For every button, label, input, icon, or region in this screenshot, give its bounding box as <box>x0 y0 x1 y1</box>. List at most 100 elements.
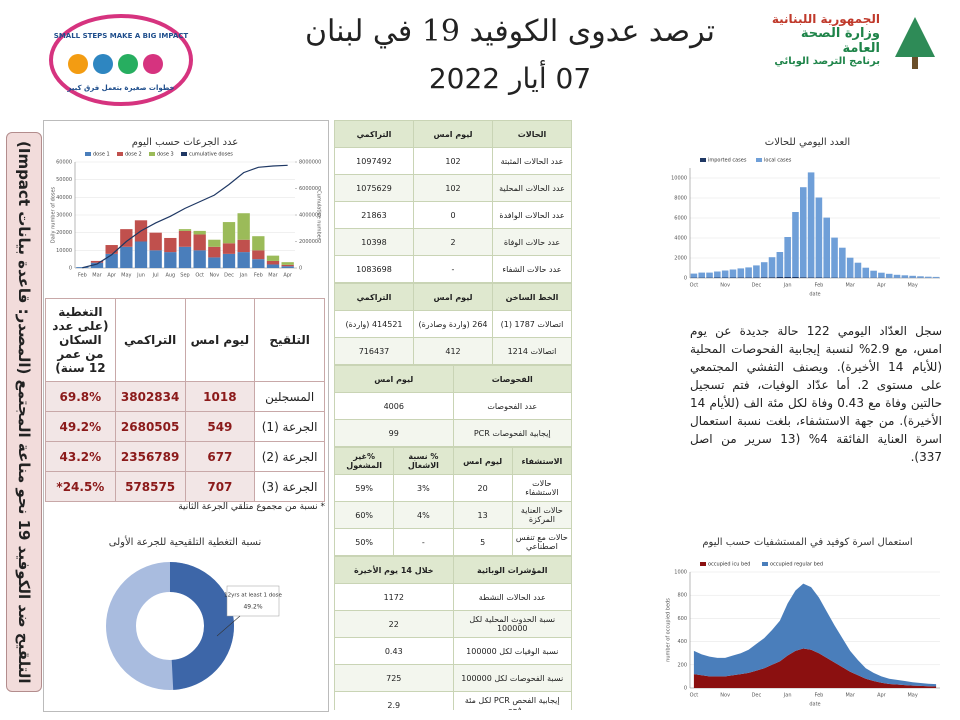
cell: عدد الحالات الوافدة <box>492 201 572 229</box>
line <box>82 164 288 269</box>
legend-swatch <box>700 562 706 566</box>
bar <box>932 276 940 278</box>
org-line: برنامج الترصد الوبائي <box>774 56 880 67</box>
y-tick-label: 200 <box>677 662 687 668</box>
bar <box>760 262 768 278</box>
header-cell: الحالات <box>492 120 572 148</box>
cell: عدد الحالات النشطة <box>452 583 572 611</box>
cell: عدد الفحوصات <box>452 392 572 420</box>
bar <box>222 243 236 254</box>
header-cell: %غير المشغول <box>334 447 395 475</box>
campaign-en: SMALL STEPS MAKE A BIG IMPACT <box>54 32 189 40</box>
section: الاستشفاء ليوم امس% نسبة الاشغال %غير المش… <box>334 447 572 556</box>
y2-tick-label: 4000000 <box>299 213 321 219</box>
cell: - <box>413 255 493 283</box>
bar <box>745 277 752 278</box>
header-cell: التراكمي <box>334 283 414 311</box>
bar <box>815 197 823 278</box>
bar <box>745 267 752 278</box>
cell: 1083698 <box>334 255 414 283</box>
bar <box>721 270 729 278</box>
bar <box>281 266 294 268</box>
legend-label: cumulative doses <box>189 152 233 158</box>
y-tick-label: 60000 <box>56 160 72 166</box>
cedar <box>895 17 935 57</box>
x-tick-label: Oct <box>690 693 699 699</box>
y2-tick-label: 6000000 <box>299 186 321 192</box>
legend-label: imported cases <box>708 158 747 164</box>
cell: الجرعة (2) <box>254 441 325 472</box>
x-tick-label: Nov <box>720 283 730 289</box>
x-tick-label: Mar <box>845 693 855 699</box>
bar <box>178 229 192 231</box>
x-tick-label: May <box>907 283 917 289</box>
header-cell: % نسبة الاشغال <box>393 447 454 475</box>
cell: 60% <box>334 501 395 529</box>
report-date: 07 أيار 2022 <box>428 62 592 95</box>
bar <box>714 271 721 278</box>
bar <box>901 275 909 278</box>
cell: 10398 <box>334 228 414 256</box>
bar <box>252 236 265 251</box>
header-cell: التراكمي <box>114 298 186 382</box>
header-cell: ليوم امس <box>413 283 493 311</box>
legend-swatch <box>117 152 123 156</box>
cell: 1097492 <box>334 147 414 175</box>
row: نسبة الفحوصات لكل 100000 725 <box>334 664 572 692</box>
cell: 50% <box>334 528 395 556</box>
header-row: الفحوصات ليوم امس <box>334 365 572 393</box>
bar <box>737 277 745 278</box>
x-tick-label: May <box>907 693 917 699</box>
cell: نسبة الفحوصات لكل 100000 <box>452 664 572 692</box>
cedar-logo <box>895 17 935 69</box>
section: الخط الساخن ليوم امس التراكمي اتصالات 1787 … <box>334 283 572 365</box>
cell: 707 <box>184 471 256 502</box>
logo-dot <box>93 54 113 74</box>
donut-label: 12yrs at least 1 dose <box>224 593 282 599</box>
chart-title: نسبة التغطية التلقيحية للجرعة الأولى <box>109 535 261 548</box>
bar <box>149 232 162 251</box>
cell: حالات الاستشفاء <box>511 474 572 502</box>
row: الجرعة (2) 677 2356789 43.2% <box>45 441 325 472</box>
cell: عدد الحالات المحلية <box>492 174 572 202</box>
bar <box>784 237 791 277</box>
area <box>693 648 937 688</box>
y-tick-label: 1000 <box>674 570 687 576</box>
x-tick-label: Feb <box>254 273 263 279</box>
row: الجرعة (1) 549 2680505 49.2% <box>45 411 325 442</box>
bar <box>729 277 737 278</box>
bar <box>105 253 118 268</box>
cell: 0.43 <box>334 637 454 665</box>
cell: 24.5%* <box>45 471 116 502</box>
chart-title: استعمال اسرة كوفيد في المستشفيات حسب الي… <box>702 537 912 548</box>
donut-slice <box>169 562 234 690</box>
bar <box>164 237 177 253</box>
x-tick-label: Apr <box>877 693 887 699</box>
row: عدد الحالات المثبتة 102 1097492 <box>334 147 572 175</box>
y-tick-label: 0 <box>69 266 72 272</box>
header-cell: التغطية (على عدد السكان من عمر 12 سنة) <box>45 298 116 382</box>
bar <box>729 269 737 278</box>
cell: حالات مع تنفس اصطناعي <box>511 528 572 556</box>
header-cell: خلال 14 يوم الأخيرة <box>334 556 454 584</box>
legend-swatch <box>85 152 91 156</box>
row: المسجلين 1018 3802834 69.8% <box>45 381 325 412</box>
x-tick-label: Oct <box>690 283 699 289</box>
legend-label: occupied regular bed <box>770 562 823 568</box>
bar <box>893 274 901 278</box>
cell: 677 <box>184 441 256 472</box>
header-cell: ليوم امس <box>184 298 256 382</box>
x-tick-label: Jan <box>783 283 792 289</box>
cell: 2356789 <box>114 441 186 472</box>
header-row: التلقيح ليوم امس التراكمي التغطية (على عدد … <box>45 298 325 382</box>
logo-dot <box>143 54 163 74</box>
cell: الجرعة (3) <box>254 471 325 502</box>
row: الجرعة (3) 707 578575 24.5%* <box>45 471 325 502</box>
bar <box>164 252 177 268</box>
summary: سجل العدّاد اليومي 122 حالة جديدة عن يوم… <box>690 324 943 464</box>
bar <box>134 241 148 268</box>
y2-tick-label: 0 <box>299 266 302 272</box>
cell: إيجابية الفحص PCR لكل مئة فحص <box>452 691 572 710</box>
cell: الجرعة (1) <box>254 411 325 442</box>
